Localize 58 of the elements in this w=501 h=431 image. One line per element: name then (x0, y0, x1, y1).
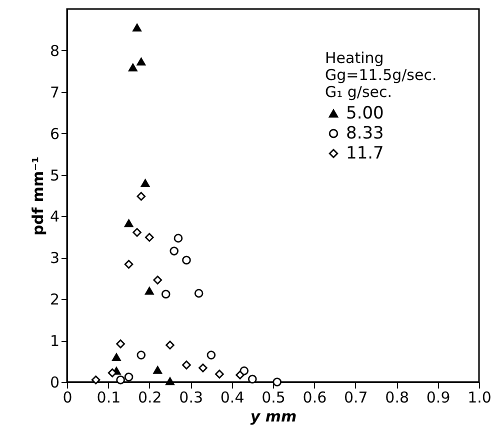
x-tick-label: 0.4 (220, 388, 244, 406)
point (166, 377, 174, 386)
point (170, 246, 179, 256)
x-tick-label: 0.5 (262, 388, 286, 406)
point (182, 360, 191, 370)
x-tick-label: 0.2 (138, 388, 162, 406)
point (132, 228, 142, 237)
x-tick-label: 0.6 (302, 388, 327, 406)
point (136, 350, 146, 360)
legend-label: 5.00 (346, 104, 384, 124)
point (248, 374, 257, 384)
point (161, 290, 170, 299)
point (132, 24, 142, 32)
y-tick-label: 2 (50, 290, 60, 309)
y-tick-label: 0 (50, 374, 60, 392)
y-tick-label: 8 (50, 42, 60, 60)
point (128, 64, 138, 72)
point (215, 370, 224, 379)
point (272, 378, 282, 386)
y-tick-label: 6 (50, 124, 60, 143)
point (198, 364, 208, 372)
x-tick-label: 0.7 (344, 388, 368, 406)
point (206, 350, 216, 360)
point (116, 339, 125, 348)
x-tick-label: 0 (62, 388, 72, 406)
point (144, 232, 154, 242)
x-axis-title: y mm (250, 408, 297, 426)
point (174, 234, 183, 243)
x-tick-label: 0.9 (426, 388, 450, 406)
point (136, 58, 146, 66)
point (166, 340, 174, 350)
point (194, 288, 204, 298)
point (236, 370, 244, 380)
y-tick-label: 1 (50, 332, 60, 350)
point (153, 366, 162, 374)
point (124, 260, 134, 269)
x-tick-label: 1.0 (468, 388, 492, 406)
legend-label: 11.7 (346, 144, 384, 164)
point (112, 353, 121, 362)
point (153, 276, 162, 284)
point (140, 179, 150, 187)
point (124, 219, 134, 228)
legend-label: 8.33 (346, 124, 384, 144)
y-tick-label: 4 (50, 208, 60, 226)
point (182, 256, 191, 265)
point (116, 376, 125, 384)
point (136, 192, 146, 201)
x-tick-label: 0.8 (385, 388, 410, 406)
legend-title: Heating Gg=11.5g/sec. G₁ g/sec. (325, 49, 437, 101)
y-tick-label: 5 (50, 166, 60, 184)
y-axis-title: pdf mm⁻¹ (28, 156, 47, 236)
point (124, 372, 134, 382)
x-tick-label: 0.1 (96, 388, 121, 406)
y-tick-label: 3 (50, 249, 60, 268)
y-tick-label: 7 (50, 83, 60, 102)
x-tick-label: 0.3 (179, 388, 204, 406)
point (144, 286, 154, 295)
point (91, 376, 100, 384)
